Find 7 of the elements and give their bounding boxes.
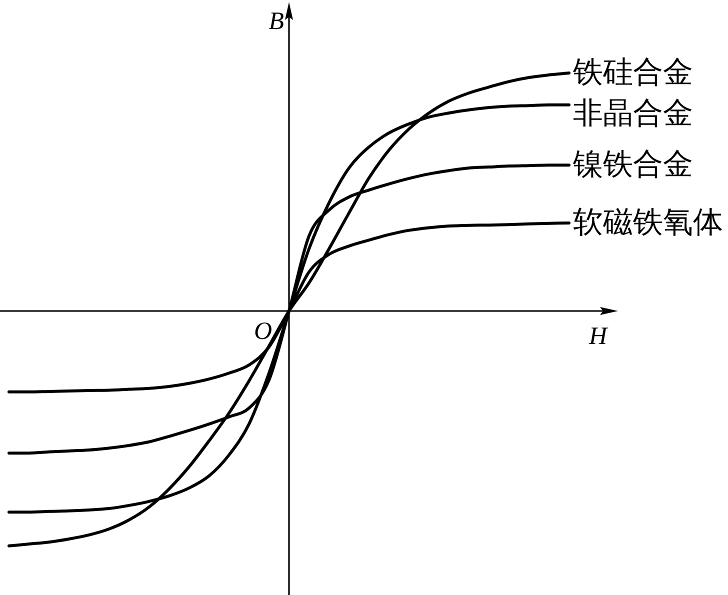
series-label: 铁硅合金 <box>572 56 693 89</box>
y-axis-title: B <box>268 8 284 35</box>
series-label: 镍铁合金 <box>572 148 693 182</box>
annotation: O <box>254 318 272 345</box>
series-label: 软磁铁氧体 <box>573 206 723 239</box>
series-label: 非晶合金 <box>573 97 693 130</box>
x-axis-title: H <box>588 323 609 350</box>
